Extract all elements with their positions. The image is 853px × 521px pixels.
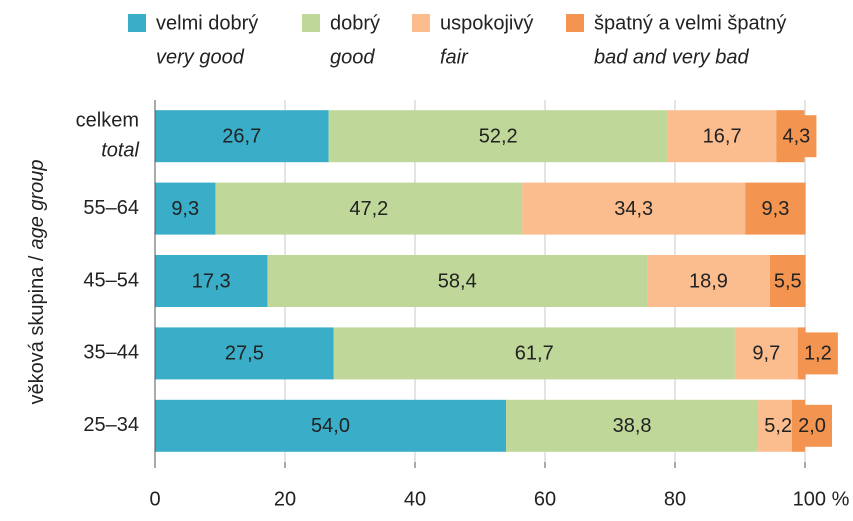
- value-label: 61,7: [515, 343, 554, 365]
- legend-label-en: bad and very bad: [594, 46, 749, 68]
- bar-segment: [667, 110, 777, 163]
- y-tick-label: 35–44: [83, 342, 139, 364]
- bar-segment: [333, 327, 735, 380]
- bar-segment: [155, 255, 268, 307]
- value-label: 4,3: [782, 125, 810, 147]
- value-label: 17,3: [192, 270, 231, 292]
- legend-label-en: fair: [440, 46, 469, 68]
- value-label-bg: [758, 404, 799, 447]
- value-label: 16,7: [703, 125, 742, 147]
- value-label-bg: [792, 404, 832, 447]
- x-tick-label: 100 %: [793, 488, 850, 510]
- legend-label-en: very good: [156, 46, 245, 68]
- bar-segment: [647, 255, 770, 307]
- y-tick-label: 45–54: [83, 269, 139, 291]
- value-label-bg: [797, 332, 838, 375]
- legend-swatch: [302, 14, 320, 32]
- x-tick-label: 60: [534, 488, 556, 510]
- bar-segment: [267, 255, 648, 307]
- x-tick-label: 0: [149, 488, 160, 510]
- value-label: 2,0: [798, 415, 826, 437]
- bar-segment: [215, 182, 523, 235]
- bar-segment: [155, 110, 329, 163]
- legend-label: špatný a velmi špatný: [594, 12, 786, 34]
- y-tick-label: 25–34: [83, 414, 139, 436]
- bar-segment: [155, 182, 216, 235]
- legend-swatch: [128, 14, 146, 32]
- value-label: 9,3: [171, 198, 199, 220]
- value-label: 1,2: [804, 343, 832, 365]
- bar-segment: [769, 255, 806, 307]
- value-label: 9,7: [752, 343, 780, 365]
- x-tick-label: 20: [274, 488, 296, 510]
- y-tick-label: 55–64: [83, 197, 139, 219]
- bar-segment: [522, 182, 746, 235]
- legend-label-en: good: [330, 46, 375, 68]
- y-tick-label: celkem: [76, 109, 139, 131]
- y-tick-label-en: total: [101, 139, 139, 161]
- bar-segment: [734, 327, 798, 380]
- value-label: 9,3: [762, 198, 790, 220]
- value-label: 54,0: [311, 415, 350, 437]
- value-label: 27,5: [225, 343, 264, 365]
- x-tick-label: 40: [404, 488, 426, 510]
- value-label: 47,2: [349, 198, 388, 220]
- value-label: 26,7: [222, 125, 261, 147]
- legend-label: uspokojivý: [440, 12, 533, 34]
- value-label: 38,8: [613, 415, 652, 437]
- legend-swatch: [566, 14, 584, 32]
- bar-segment: [328, 110, 668, 163]
- y-axis-label-cz: věková skupina /: [26, 255, 48, 404]
- value-label: 58,4: [438, 270, 477, 292]
- bar-segment: [745, 182, 806, 235]
- bar-segment: [155, 327, 334, 380]
- value-label: 5,2: [764, 415, 792, 437]
- bar-segment: [506, 399, 759, 452]
- legend-label: dobrý: [330, 12, 380, 34]
- bar-segment: [155, 399, 506, 452]
- value-label: 34,3: [614, 198, 653, 220]
- value-label: 18,9: [689, 270, 728, 292]
- x-tick-label: 80: [664, 488, 686, 510]
- y-axis-label-en: age group: [26, 159, 48, 249]
- value-label-bg: [776, 115, 817, 158]
- legend-label: velmi dobrý: [156, 12, 258, 34]
- value-label: 5,5: [774, 270, 802, 292]
- legend-swatch: [412, 14, 430, 32]
- y-axis-label: věková skupina / age group: [26, 159, 48, 404]
- value-label: 52,2: [479, 125, 518, 147]
